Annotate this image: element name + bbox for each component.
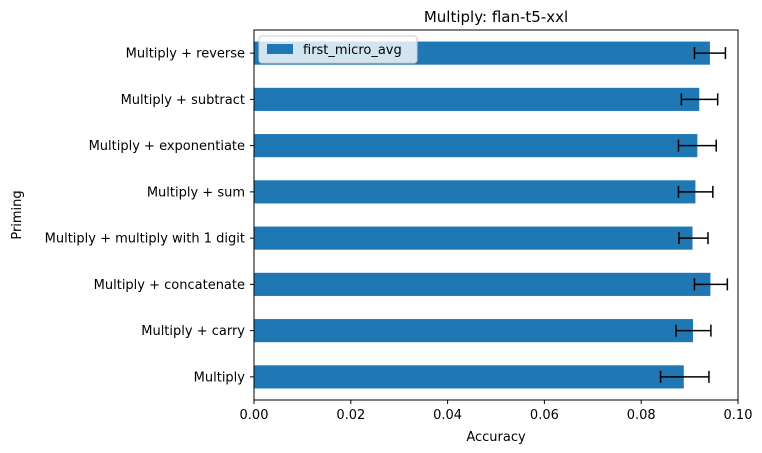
bar [254, 272, 711, 296]
bar [254, 180, 696, 204]
y-axis-label: Priming [10, 190, 25, 239]
x-tick-label: 0.02 [336, 408, 365, 423]
x-axis-ticks: 0.00 0.02 0.04 0.06 0.08 0.10 [240, 400, 753, 423]
x-axis-label: Accuracy [466, 430, 526, 445]
y-tick-label: Multiply + reverse [126, 47, 245, 62]
legend: first_micro_avg [258, 35, 418, 64]
y-tick-label: Multiply + exponentiate [89, 139, 245, 154]
x-tick-label: 0.04 [433, 408, 462, 423]
bar [254, 319, 693, 343]
plot-frame [253, 29, 739, 401]
bar [254, 365, 684, 389]
legend-swatch [267, 44, 293, 54]
x-tick-label: 0.00 [240, 408, 269, 423]
y-tick-label: Multiply + subtract [121, 93, 245, 108]
chart-title: Multiply: flan-t5-xxl [424, 8, 568, 26]
bars-group [254, 41, 711, 389]
y-tick-label: Multiply [194, 370, 246, 385]
y-axis-ticks: Multiply Multiply + carry Multiply + conca… [45, 47, 254, 385]
y-tick-label: Multiply + sum [147, 185, 245, 200]
x-tick-label: 0.10 [724, 408, 753, 423]
bar [254, 134, 698, 158]
bar [254, 226, 693, 250]
bar [254, 87, 700, 111]
x-tick-label: 0.06 [530, 408, 559, 423]
legend-label: first_micro_avg [303, 43, 402, 58]
error-bars-group [659, 47, 729, 383]
y-tick-label: Multiply + multiply with 1 digit [45, 232, 245, 247]
x-tick-label: 0.08 [627, 408, 656, 423]
y-tick-label: Multiply + carry [141, 324, 245, 339]
y-tick-label: Multiply + concatenate [94, 278, 245, 293]
legend-box [258, 35, 418, 64]
